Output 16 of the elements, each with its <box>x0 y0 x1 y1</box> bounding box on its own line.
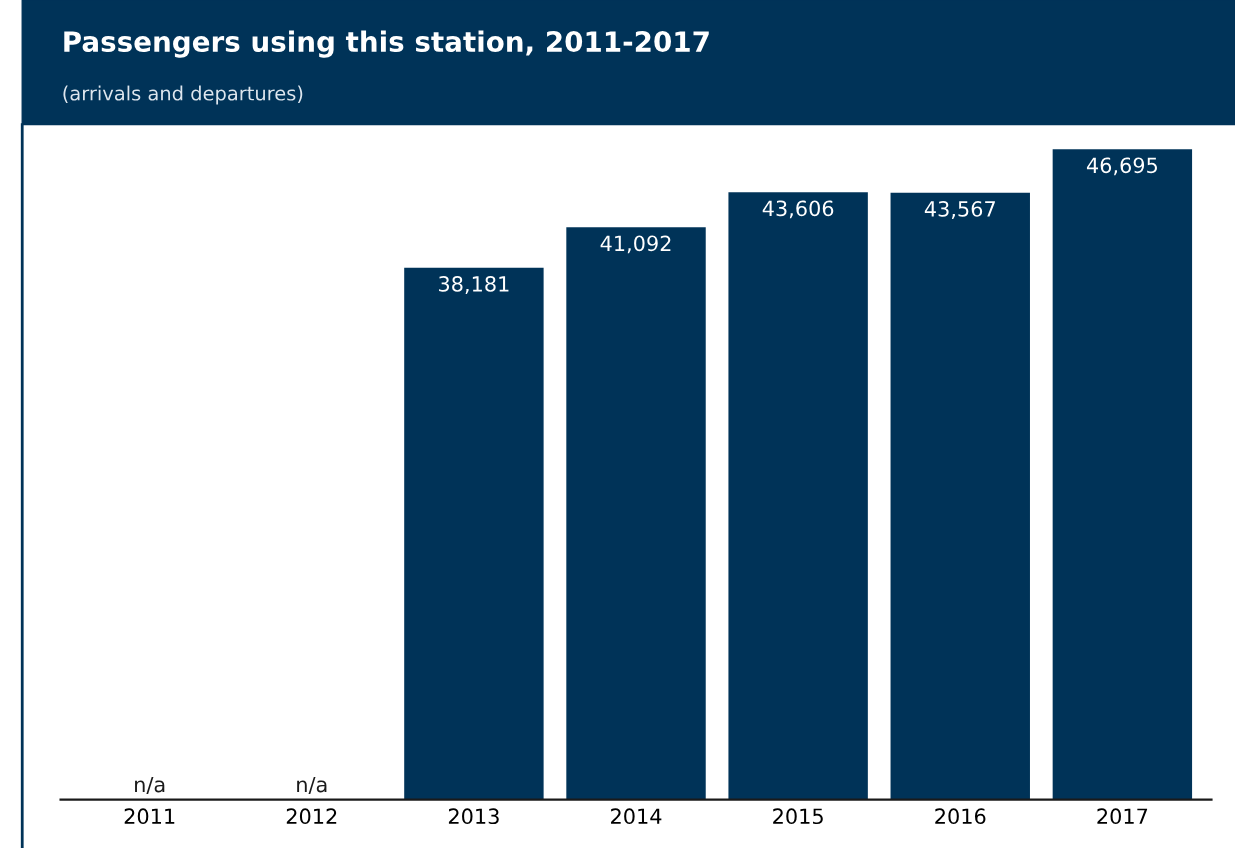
data-label: 41,092 <box>600 235 671 254</box>
text: n/a <box>135 776 165 795</box>
data-label: 43,567 <box>924 201 995 219</box>
data-label: 43,606 <box>762 200 834 219</box>
x-tick-label: 2011 <box>124 808 175 825</box>
x-tick-label: 2014 <box>611 808 662 825</box>
data-label: 38,181 <box>439 276 509 294</box>
x-tick-label: 2012 <box>286 808 337 825</box>
chart-title: Passengers using this station, 2011-2017 <box>64 30 709 58</box>
text: n/a <box>297 776 327 795</box>
x-tick-label: 2016 <box>935 808 986 825</box>
x-tick-label: 2013 <box>448 808 499 825</box>
data-label: 46,695 <box>1086 157 1157 176</box>
x-tick-label: 2017 <box>1097 808 1148 825</box>
chart-subtitle: (arrivals and departures) <box>63 85 303 105</box>
x-tick-label: 2015 <box>773 808 823 825</box>
